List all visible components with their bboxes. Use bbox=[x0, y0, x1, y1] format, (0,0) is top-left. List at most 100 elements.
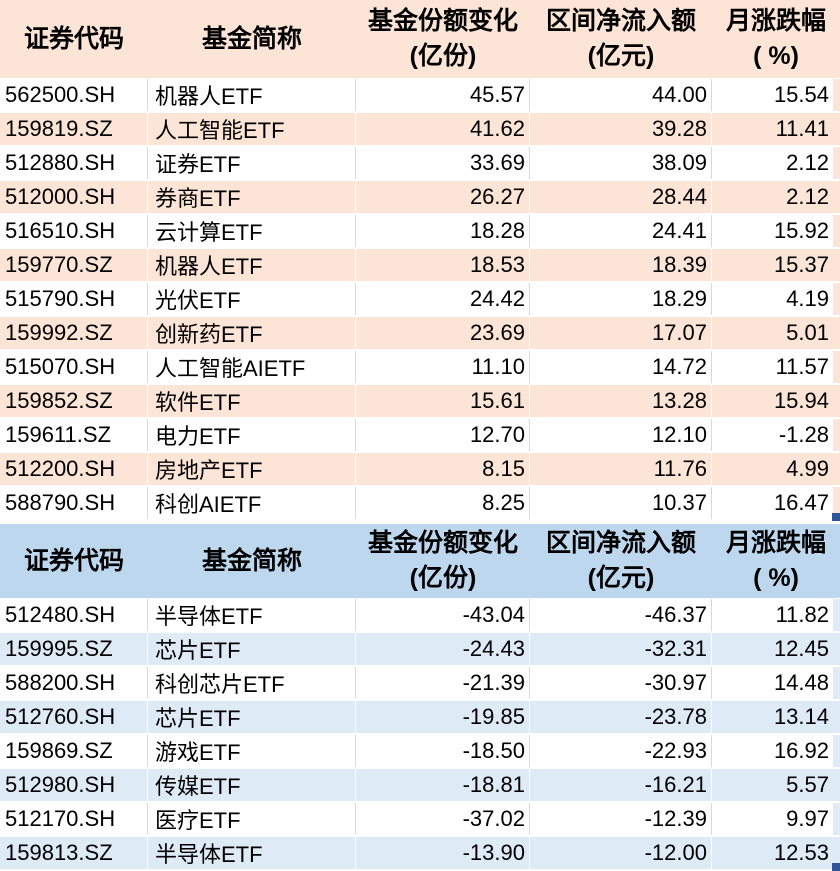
selection-fill-handle[interactable] bbox=[832, 513, 840, 521]
monthly-change-cell[interactable]: 15.54 bbox=[773, 82, 829, 107]
share-change-cell[interactable]: -43.04 bbox=[356, 599, 530, 631]
monthly-change-cell[interactable]: 14.48 bbox=[773, 670, 829, 695]
monthly-change-cell[interactable]: 2.12 bbox=[786, 150, 829, 175]
monthly-change-cell[interactable]: 13.14 bbox=[773, 704, 829, 729]
fund-name-cell[interactable]: 人工智能AIETF bbox=[148, 351, 356, 383]
monthly-change-cell[interactable]: 5.57 bbox=[786, 772, 829, 797]
net-inflow-cell[interactable]: 28.44 bbox=[530, 181, 712, 213]
share-change-cell[interactable]: 11.10 bbox=[356, 351, 530, 383]
fund-name-cell[interactable]: 机器人ETF bbox=[148, 79, 356, 111]
security-code-cell[interactable]: 512170.SH bbox=[0, 803, 148, 835]
monthly-change-cell[interactable]: 12.45 bbox=[773, 636, 829, 661]
monthly-change-cell[interactable]: 2.12 bbox=[786, 184, 829, 209]
net-inflow-cell[interactable]: 18.29 bbox=[530, 283, 712, 315]
fund-name-cell[interactable]: 券商ETF bbox=[148, 181, 356, 213]
monthly-change-cell[interactable]: 15.92 bbox=[773, 218, 829, 243]
fund-name-cell[interactable]: 传媒ETF bbox=[148, 769, 356, 801]
col-header-security-code[interactable]: 证券代码 bbox=[0, 0, 148, 78]
fund-name-cell[interactable]: 科创芯片ETF bbox=[148, 667, 356, 699]
fund-name-cell[interactable]: 机器人ETF bbox=[148, 249, 356, 281]
security-code-cell[interactable]: 159852.SZ bbox=[0, 385, 148, 417]
security-code-cell[interactable]: 159611.SZ bbox=[0, 419, 148, 451]
col-header-share-change[interactable]: 基金份额变化 (亿份) bbox=[356, 524, 530, 598]
fund-name-cell[interactable]: 人工智能ETF bbox=[148, 113, 356, 145]
monthly-change-cell[interactable]: 4.99 bbox=[786, 456, 829, 481]
monthly-change-cell[interactable]: 9.97 bbox=[786, 806, 829, 831]
security-code-cell[interactable]: 515070.SH bbox=[0, 351, 148, 383]
share-change-cell[interactable]: -37.02 bbox=[356, 803, 530, 835]
fund-name-cell[interactable]: 云计算ETF bbox=[148, 215, 356, 247]
share-change-cell[interactable]: 8.15 bbox=[356, 453, 530, 485]
net-inflow-cell[interactable]: -16.21 bbox=[530, 769, 712, 801]
monthly-change-cell[interactable]: 4.19 bbox=[786, 286, 829, 311]
net-inflow-cell[interactable]: 13.28 bbox=[530, 385, 712, 417]
security-code-cell[interactable]: 159869.SZ bbox=[0, 735, 148, 767]
fund-name-cell[interactable]: 软件ETF bbox=[148, 385, 356, 417]
col-header-monthly-change[interactable]: 月涨跌幅 ( %) bbox=[712, 0, 840, 78]
net-inflow-cell[interactable]: -12.39 bbox=[530, 803, 712, 835]
share-change-cell[interactable]: 12.70 bbox=[356, 419, 530, 451]
net-inflow-cell[interactable]: 14.72 bbox=[530, 351, 712, 383]
security-code-cell[interactable]: 512000.SH bbox=[0, 181, 148, 213]
net-inflow-cell[interactable]: -22.93 bbox=[530, 735, 712, 767]
security-code-cell[interactable]: 515790.SH bbox=[0, 283, 148, 315]
net-inflow-cell[interactable]: -32.31 bbox=[530, 633, 712, 665]
net-inflow-cell[interactable]: 17.07 bbox=[530, 317, 712, 349]
monthly-change-cell[interactable]: 16.47 bbox=[773, 490, 829, 515]
fund-name-cell[interactable]: 证券ETF bbox=[148, 147, 356, 179]
fund-name-cell[interactable]: 电力ETF bbox=[148, 419, 356, 451]
col-header-fund-name[interactable]: 基金简称 bbox=[148, 0, 356, 78]
monthly-change-cell[interactable]: 15.37 bbox=[773, 252, 829, 277]
share-change-cell[interactable]: 33.69 bbox=[356, 147, 530, 179]
net-inflow-cell[interactable]: -46.37 bbox=[530, 599, 712, 631]
share-change-cell[interactable]: -13.90 bbox=[356, 837, 530, 869]
net-inflow-cell[interactable]: -30.97 bbox=[530, 667, 712, 699]
fund-name-cell[interactable]: 医疗ETF bbox=[148, 803, 356, 835]
security-code-cell[interactable]: 588790.SH bbox=[0, 487, 148, 519]
security-code-cell[interactable]: 512880.SH bbox=[0, 147, 148, 179]
monthly-change-cell[interactable]: -1.28 bbox=[778, 422, 829, 447]
selection-fill-handle[interactable] bbox=[832, 863, 840, 871]
security-code-cell[interactable]: 512980.SH bbox=[0, 769, 148, 801]
share-change-cell[interactable]: -19.85 bbox=[356, 701, 530, 733]
share-change-cell[interactable]: 8.25 bbox=[356, 487, 530, 519]
net-inflow-cell[interactable]: 10.37 bbox=[530, 487, 712, 519]
fund-name-cell[interactable]: 科创AIETF bbox=[148, 487, 356, 519]
net-inflow-cell[interactable]: 44.00 bbox=[530, 79, 712, 111]
security-code-cell[interactable]: 159813.SZ bbox=[0, 837, 148, 869]
share-change-cell[interactable]: -21.39 bbox=[356, 667, 530, 699]
security-code-cell[interactable]: 159819.SZ bbox=[0, 113, 148, 145]
fund-name-cell[interactable]: 芯片ETF bbox=[148, 633, 356, 665]
security-code-cell[interactable]: 512760.SH bbox=[0, 701, 148, 733]
monthly-change-cell[interactable]: 5.01 bbox=[786, 320, 829, 345]
net-inflow-cell[interactable]: 12.10 bbox=[530, 419, 712, 451]
security-code-cell[interactable]: 159995.SZ bbox=[0, 633, 148, 665]
share-change-cell[interactable]: 18.28 bbox=[356, 215, 530, 247]
share-change-cell[interactable]: 41.62 bbox=[356, 113, 530, 145]
security-code-cell[interactable]: 159770.SZ bbox=[0, 249, 148, 281]
share-change-cell[interactable]: 24.42 bbox=[356, 283, 530, 315]
net-inflow-cell[interactable]: 39.28 bbox=[530, 113, 712, 145]
share-change-cell[interactable]: 18.53 bbox=[356, 249, 530, 281]
col-header-share-change[interactable]: 基金份额变化 (亿份) bbox=[356, 0, 530, 78]
col-header-security-code[interactable]: 证券代码 bbox=[0, 524, 148, 598]
net-inflow-cell[interactable]: -12.00 bbox=[530, 837, 712, 869]
monthly-change-cell[interactable]: 15.94 bbox=[773, 388, 829, 413]
security-code-cell[interactable]: 562500.SH bbox=[0, 79, 148, 111]
net-inflow-cell[interactable]: -23.78 bbox=[530, 701, 712, 733]
monthly-change-cell[interactable]: 11.82 bbox=[775, 602, 829, 627]
share-change-cell[interactable]: -18.81 bbox=[356, 769, 530, 801]
share-change-cell[interactable]: 23.69 bbox=[356, 317, 530, 349]
monthly-change-cell[interactable]: 11.57 bbox=[775, 354, 829, 379]
security-code-cell[interactable]: 512200.SH bbox=[0, 453, 148, 485]
security-code-cell[interactable]: 159992.SZ bbox=[0, 317, 148, 349]
col-header-monthly-change[interactable]: 月涨跌幅 ( %) bbox=[712, 524, 840, 598]
col-header-net-inflow[interactable]: 区间净流入额 (亿元) bbox=[530, 0, 712, 78]
net-inflow-cell[interactable]: 24.41 bbox=[530, 215, 712, 247]
fund-name-cell[interactable]: 游戏ETF bbox=[148, 735, 356, 767]
net-inflow-cell[interactable]: 38.09 bbox=[530, 147, 712, 179]
share-change-cell[interactable]: 26.27 bbox=[356, 181, 530, 213]
fund-name-cell[interactable]: 芯片ETF bbox=[148, 701, 356, 733]
fund-name-cell[interactable]: 半导体ETF bbox=[148, 837, 356, 869]
monthly-change-cell[interactable]: 11.41 bbox=[775, 116, 829, 141]
